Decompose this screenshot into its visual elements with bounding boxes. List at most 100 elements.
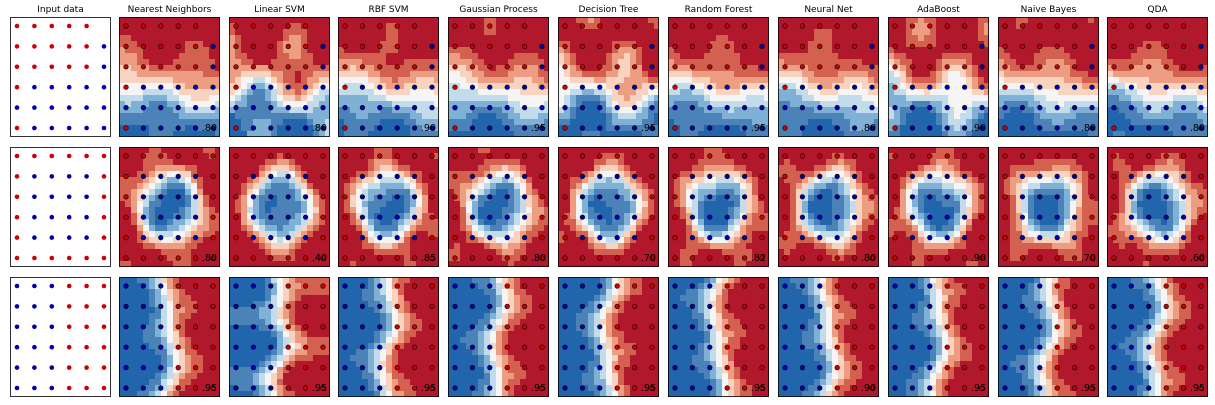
decision-region bbox=[241, 195, 247, 201]
point-red bbox=[285, 43, 291, 50]
decision-region bbox=[894, 41, 900, 47]
decision-region bbox=[338, 177, 344, 183]
decision-region bbox=[344, 243, 350, 249]
decision-region bbox=[630, 131, 636, 137]
decision-region bbox=[918, 53, 924, 59]
decision-region bbox=[380, 213, 386, 219]
decision-region bbox=[674, 107, 680, 113]
accuracy-score: .95 bbox=[531, 123, 546, 134]
decision-region bbox=[1161, 71, 1167, 77]
point-red bbox=[158, 64, 164, 70]
decision-region bbox=[247, 23, 253, 29]
decision-region bbox=[466, 89, 472, 95]
decision-region bbox=[868, 107, 874, 113]
decision-region bbox=[149, 255, 155, 261]
decision-region bbox=[1046, 47, 1052, 53]
decision-region bbox=[900, 107, 906, 113]
decision-region bbox=[215, 225, 220, 231]
decision-region bbox=[265, 65, 271, 71]
decision-region bbox=[1082, 77, 1088, 83]
decision-region bbox=[998, 65, 1004, 71]
decision-region bbox=[998, 59, 1004, 65]
point-blue bbox=[521, 104, 528, 111]
decision-region bbox=[588, 35, 594, 41]
decision-region bbox=[484, 107, 490, 113]
decision-region bbox=[344, 59, 350, 65]
decision-region bbox=[1064, 125, 1070, 131]
decision-region bbox=[247, 249, 253, 255]
decision-region bbox=[209, 47, 215, 53]
decision-region bbox=[654, 125, 659, 131]
decision-region bbox=[265, 195, 271, 201]
decision-region bbox=[301, 113, 307, 119]
decision-region bbox=[484, 125, 490, 131]
decision-region bbox=[490, 131, 496, 137]
decision-region bbox=[434, 29, 439, 35]
decision-region bbox=[155, 183, 161, 189]
decision-region bbox=[119, 131, 125, 137]
decision-region bbox=[410, 113, 416, 119]
point-blue bbox=[320, 43, 326, 50]
decision-region bbox=[368, 207, 374, 213]
decision-region bbox=[289, 165, 295, 171]
decision-region bbox=[998, 77, 1004, 83]
decision-region bbox=[161, 47, 167, 53]
decision-region bbox=[612, 59, 618, 65]
decision-region bbox=[710, 47, 716, 53]
decision-region bbox=[215, 101, 220, 107]
decision-region bbox=[746, 131, 752, 137]
point-blue bbox=[1180, 104, 1187, 111]
decision-region bbox=[325, 243, 330, 249]
decision-region bbox=[338, 243, 344, 249]
decision-region bbox=[392, 29, 398, 35]
decision-region bbox=[954, 101, 960, 107]
decision-region bbox=[295, 77, 301, 83]
decision-region bbox=[392, 219, 398, 225]
decision-region bbox=[307, 165, 313, 171]
decision-region bbox=[740, 107, 746, 113]
decision-region bbox=[398, 219, 404, 225]
decision-region bbox=[1046, 23, 1052, 29]
decision-region bbox=[942, 29, 948, 35]
point-red bbox=[504, 64, 510, 70]
decision-region bbox=[368, 165, 374, 171]
decision-region bbox=[1088, 95, 1094, 101]
decision-region bbox=[137, 237, 143, 243]
decision-region bbox=[814, 35, 820, 41]
decision-region bbox=[1161, 131, 1167, 137]
decision-region bbox=[191, 147, 197, 153]
decision-region bbox=[247, 225, 253, 231]
decision-region bbox=[514, 23, 520, 29]
decision-region bbox=[758, 95, 764, 101]
input-data-panel bbox=[10, 17, 111, 137]
point-blue bbox=[927, 104, 933, 111]
decision-region bbox=[386, 41, 392, 47]
point-blue bbox=[741, 84, 748, 90]
decision-region bbox=[209, 89, 215, 95]
decision-region bbox=[1058, 71, 1064, 77]
decision-region bbox=[209, 147, 215, 153]
decision-region bbox=[478, 47, 484, 53]
decision-region bbox=[544, 83, 549, 89]
decision-region bbox=[888, 29, 894, 35]
decision-region bbox=[191, 35, 197, 41]
decision-region bbox=[954, 113, 960, 119]
decision-region bbox=[434, 147, 439, 153]
decision-region bbox=[466, 53, 472, 59]
decision-region bbox=[808, 59, 814, 65]
decision-region bbox=[362, 53, 368, 59]
accuracy-score: .80 bbox=[1190, 123, 1205, 134]
decision-region bbox=[325, 261, 330, 267]
point-blue bbox=[1128, 84, 1134, 90]
decision-region bbox=[386, 95, 392, 101]
decision-region bbox=[131, 47, 137, 53]
decision-region bbox=[936, 101, 942, 107]
decision-region bbox=[888, 35, 894, 41]
point-red bbox=[1163, 23, 1169, 29]
decision-region bbox=[918, 131, 924, 137]
decision-region bbox=[844, 83, 850, 89]
decision-region bbox=[338, 195, 344, 201]
decision-region bbox=[1119, 65, 1125, 71]
decision-region bbox=[350, 101, 356, 107]
decision-region bbox=[392, 41, 398, 47]
